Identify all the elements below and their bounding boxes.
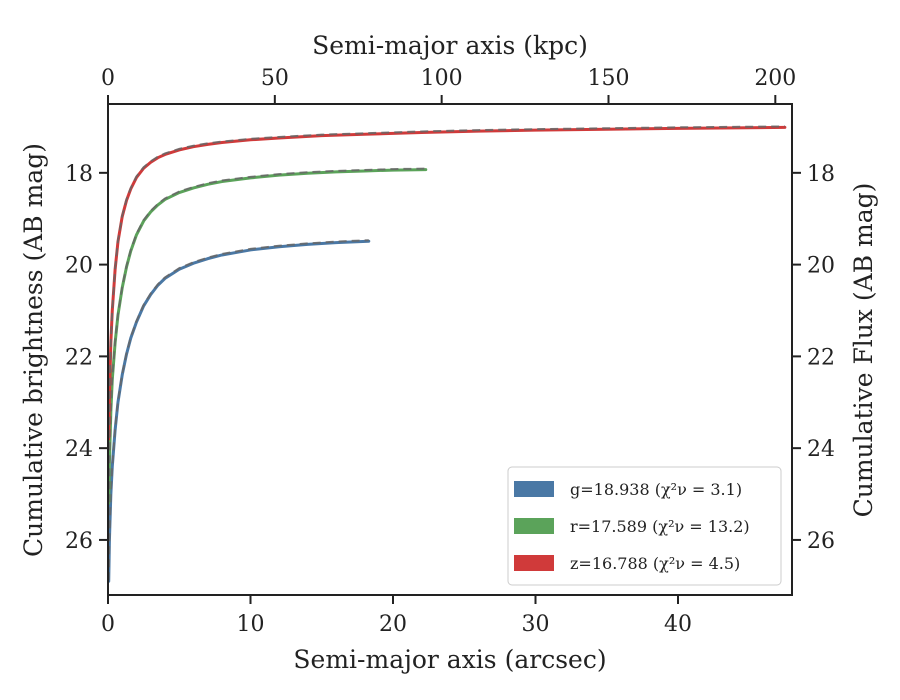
legend-swatch-g <box>514 481 554 497</box>
y2-tick-label-20: 20 <box>807 254 835 279</box>
x2-axis-title: Semi-major axis (kpc) <box>312 31 588 60</box>
curves-layer <box>108 125 787 583</box>
legend-box <box>507 466 782 586</box>
y-tick-label-20: 20 <box>65 254 93 279</box>
legend: g=18.938 (χ²ν = 3.1) r=17.589 (χ²ν = 13.2… <box>507 466 782 586</box>
x-tick-label-40: 40 <box>664 612 692 637</box>
plot-frame <box>107 103 793 596</box>
series-line-r <box>108 168 428 505</box>
x-tick-label-20: 20 <box>379 612 407 637</box>
legend-label-r: r=17.589 (χ²ν = 13.2) <box>570 517 750 536</box>
y2-tick-label-26: 26 <box>807 529 835 554</box>
y-tick-label-24: 24 <box>65 437 93 462</box>
model-line-g <box>108 239 369 581</box>
legend-swatch-r <box>514 518 554 534</box>
x-tick-label-0: 0 <box>101 612 115 637</box>
y2-tick-label-22: 22 <box>807 345 835 370</box>
x2-tick-label-100: 100 <box>421 66 463 91</box>
y-tick-label-22: 22 <box>65 345 93 370</box>
x2-tick-label-50: 50 <box>261 66 289 91</box>
legend-label-g: g=18.938 (χ²ν = 3.1) <box>570 480 742 499</box>
legend-label-z: z=16.788 (χ²ν = 4.5) <box>570 554 740 573</box>
x2-tick-label-0: 0 <box>101 66 115 91</box>
model-line-z <box>108 125 785 438</box>
series-line-g <box>108 239 371 583</box>
x2-tick-label-200: 200 <box>754 66 796 91</box>
model-line-r <box>108 167 426 503</box>
x2-tick-label-150: 150 <box>587 66 629 91</box>
y2-axis-title: Cumulative Flux (AB mag) <box>849 183 878 518</box>
y-axis-title: Cumulative brightness (AB mag) <box>19 143 48 557</box>
tick-labels-layer: 0 10 20 30 40 0 50 100 150 200 18 20 22 24 26 18 20 22 24 2… <box>65 66 835 637</box>
y2-tick-label-18: 18 <box>807 162 835 187</box>
ticks-layer <box>99 95 801 604</box>
y-tick-label-26: 26 <box>65 529 93 554</box>
x-tick-label-30: 30 <box>522 612 550 637</box>
y2-tick-label-24: 24 <box>807 437 835 462</box>
series-line-z <box>108 125 787 441</box>
x-tick-label-10: 10 <box>237 612 265 637</box>
legend-swatch-z <box>514 555 554 571</box>
x-axis-title: Semi-major axis (arcsec) <box>293 645 606 674</box>
y-tick-label-18: 18 <box>65 162 93 187</box>
